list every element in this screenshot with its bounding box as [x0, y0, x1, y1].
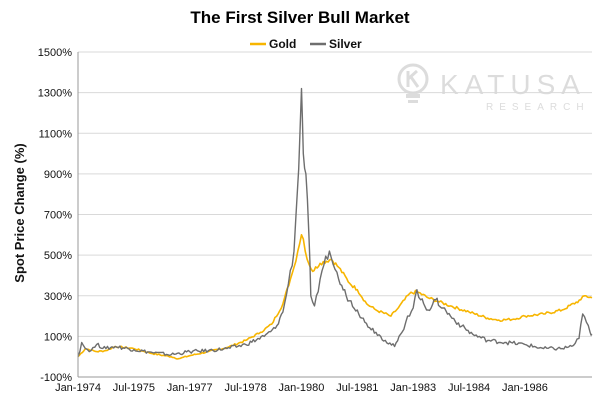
watermark: KATUSA RESEARCH [397, 63, 590, 113]
y-tick-label: 1100% [39, 128, 73, 140]
y-axis-label: Spot Price Change (%) [12, 143, 27, 282]
legend-silver-label: Silver [329, 37, 362, 51]
x-tick-label: Jan-1983 [390, 382, 436, 394]
y-tick-label: -100% [40, 372, 72, 384]
series-lines [77, 87, 593, 360]
y-tick-labels: -100% 100% 300% 500% 700% 900% 1100% 1300% 1500% [38, 47, 72, 384]
legend: Gold Silver [250, 37, 362, 51]
x-tick-label: Jul-1975 [113, 382, 155, 394]
x-tick-label: Jan-1974 [55, 382, 101, 394]
y-tick-label: 500% [44, 250, 72, 262]
chart-title: The First Silver Bull Market [190, 8, 410, 27]
series-line-silver [77, 87, 593, 357]
axes [77, 52, 592, 378]
y-tick-label: 1500% [38, 47, 72, 59]
x-tick-label: Jul-1981 [336, 382, 378, 394]
watermark-brand: KATUSA [440, 69, 586, 100]
y-tick-label: 100% [44, 331, 72, 343]
x-tick-label: Jan-1986 [502, 382, 548, 394]
x-tick-label: Jan-1980 [279, 382, 325, 394]
series-line-gold [77, 234, 593, 360]
x-tick-label: Jan-1977 [167, 382, 213, 394]
legend-gold-label: Gold [269, 37, 296, 51]
x-tick-labels: Jan-1974 Jul-1975 Jan-1977 Jul-1978 Jan-1980… [55, 382, 548, 394]
watermark-sub: RESEARCH [486, 102, 590, 113]
y-tick-label: 700% [44, 210, 72, 222]
x-tick-label: Jul-1984 [448, 382, 490, 394]
y-tick-label: 1300% [38, 88, 72, 100]
y-tick-label: 900% [44, 169, 72, 181]
y-tick-label: 300% [44, 291, 72, 303]
x-tick-label: Jul-1978 [225, 382, 267, 394]
